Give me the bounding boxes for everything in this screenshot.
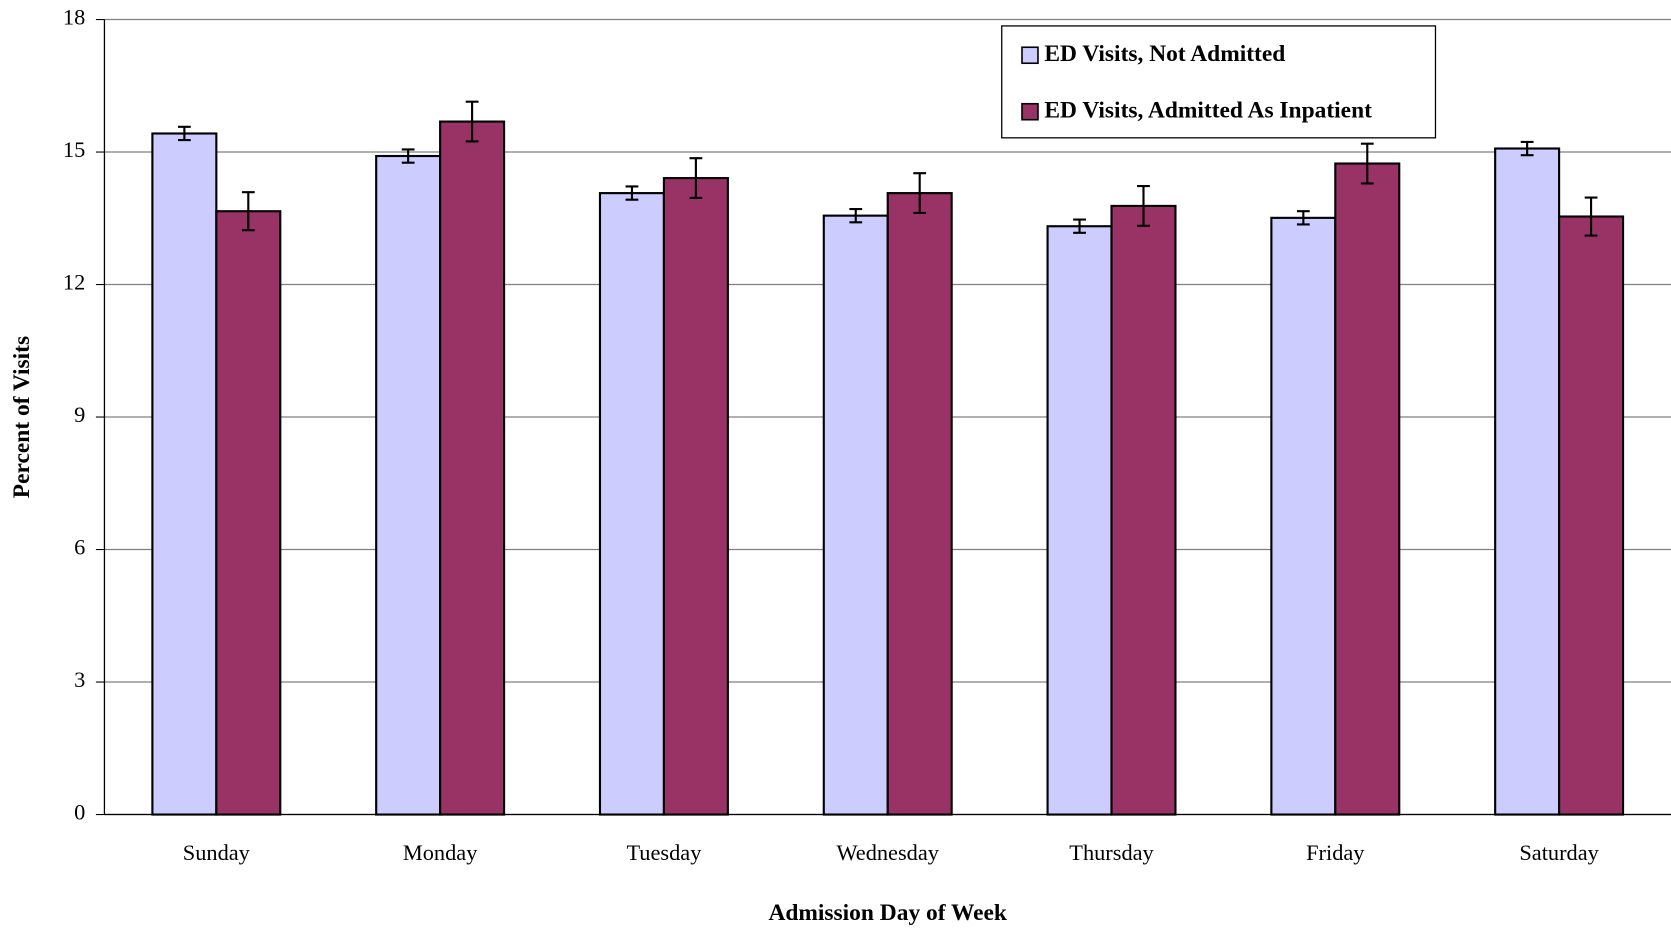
- x-axis-title: Admission Day of Week: [768, 900, 1007, 926]
- y-tick-label: 6: [74, 535, 85, 560]
- y-tick-label: 15: [63, 137, 85, 162]
- y-tick-label: 9: [74, 402, 85, 427]
- bar: [886, 192, 953, 816]
- error-bar: [177, 125, 191, 142]
- bar: [1110, 204, 1177, 816]
- legend-swatch: [1021, 102, 1039, 121]
- y-tick-label: 18: [63, 5, 85, 30]
- error-bar: [1520, 140, 1534, 157]
- bar: [215, 210, 282, 816]
- y-tick-label: 0: [74, 800, 85, 825]
- y-tick-label: 12: [63, 270, 85, 295]
- error-bar: [625, 185, 639, 201]
- x-tick-label: Sunday: [183, 840, 251, 865]
- error-bar: [465, 100, 479, 143]
- x-tick-label: Saturday: [1519, 840, 1599, 865]
- x-tick-label: Monday: [403, 840, 478, 865]
- bar: [1270, 216, 1337, 816]
- x-tick-label: Wednesday: [836, 840, 939, 865]
- x-tick-label: Tuesday: [626, 840, 702, 865]
- error-bar: [1137, 184, 1150, 227]
- error-bar: [1584, 196, 1598, 237]
- legend-label: ED Visits, Admitted As Inpatient: [1044, 98, 1372, 124]
- error-bar: [1296, 210, 1310, 226]
- bar: [1494, 147, 1561, 816]
- error-bar: [1360, 142, 1374, 185]
- bar: [1334, 162, 1401, 816]
- bar: [1558, 215, 1625, 816]
- bar: [598, 192, 665, 816]
- y-axis-title: Percent of Visits: [9, 336, 35, 498]
- error-bar: [241, 191, 255, 232]
- error-bar: [1073, 218, 1086, 234]
- x-tick-label: Thursday: [1069, 840, 1154, 865]
- error-bar: [913, 172, 927, 215]
- bar: [662, 177, 729, 816]
- x-tick-label: Friday: [1306, 840, 1365, 865]
- error-bar: [689, 157, 703, 200]
- legend-swatch: [1021, 46, 1039, 65]
- legend-label: ED Visits, Not Admitted: [1044, 41, 1285, 67]
- bar: [439, 120, 506, 816]
- bar: [375, 154, 442, 816]
- error-bar: [401, 148, 415, 164]
- error-bar: [849, 207, 863, 224]
- legend-box: [1001, 25, 1437, 139]
- y-tick-label: 3: [74, 667, 85, 692]
- bar: [151, 132, 218, 816]
- bar: [822, 214, 889, 816]
- bar: [1046, 225, 1113, 816]
